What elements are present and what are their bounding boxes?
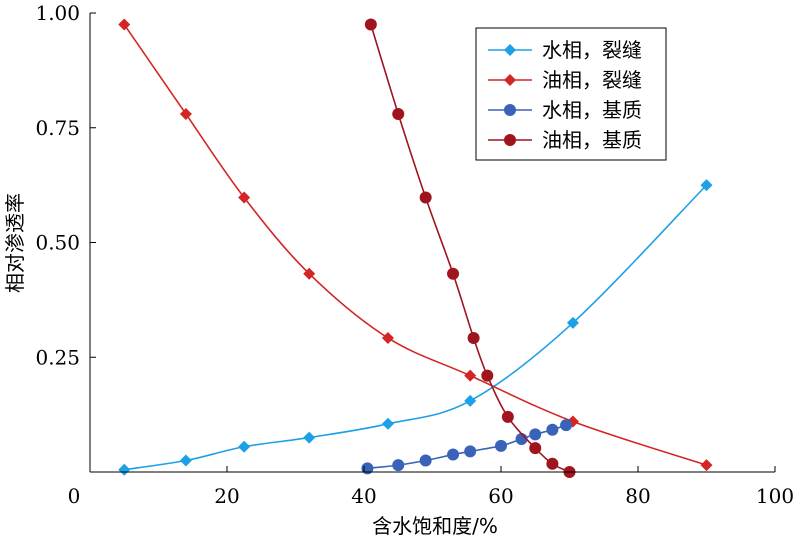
x-tick-label: 0: [68, 484, 81, 508]
data-point: [529, 442, 542, 455]
data-point: [447, 267, 460, 280]
series-3: [361, 419, 573, 475]
data-point: [560, 419, 573, 432]
x-axis-title: 含水饱和度/%: [372, 514, 498, 538]
x-tick-label: 40: [351, 484, 376, 508]
data-point: [179, 454, 192, 467]
y-tick-label: 0.25: [35, 345, 80, 369]
data-point: [392, 107, 405, 120]
legend-label: 水相，基质: [542, 98, 642, 122]
y-tick-label: 1.00: [35, 1, 80, 25]
data-point: [118, 18, 131, 31]
data-point: [381, 331, 394, 344]
data-point: [481, 369, 494, 382]
series-1: [118, 179, 713, 476]
legend-entry: 油相，基质: [488, 128, 642, 152]
legend-marker: [504, 134, 516, 146]
data-point: [419, 191, 432, 204]
data-point: [495, 439, 507, 452]
data-point: [700, 179, 713, 192]
y-tick-label: 0.75: [35, 116, 80, 140]
data-point: [303, 431, 316, 444]
y-axis-title: 相对渗透率: [3, 193, 27, 293]
axes: 0 20 40 60 80 100 0.25 0.50 0.75 1.00: [35, 1, 794, 508]
data-point: [467, 331, 480, 344]
series-line: [370, 24, 570, 473]
data-point: [179, 107, 192, 120]
data-point: [381, 417, 394, 430]
data-point: [419, 454, 432, 467]
data-point: [238, 440, 251, 453]
series-2: [118, 18, 713, 472]
data-point: [392, 459, 405, 472]
data-point: [361, 462, 374, 475]
data-point: [118, 463, 131, 476]
data-point: [501, 410, 514, 423]
legend-marker: [504, 74, 516, 86]
legend-label: 油相，裂缝: [542, 68, 642, 92]
x-tick-label: 60: [488, 484, 513, 508]
legend-label: 油相，基质: [542, 128, 642, 152]
data-point: [464, 369, 477, 382]
data-point: [238, 191, 251, 204]
data-point: [464, 445, 477, 458]
data-point: [364, 18, 377, 31]
x-tick-label: 100: [756, 484, 794, 508]
legend-marker: [504, 104, 516, 116]
x-tick-label: 20: [214, 484, 239, 508]
data-point: [303, 267, 316, 280]
legend-entry: 油相，裂缝: [488, 68, 642, 92]
legend-marker: [504, 44, 516, 56]
data-point: [546, 457, 559, 470]
x-tick-label: 80: [625, 484, 650, 508]
series-line: [367, 424, 567, 470]
data-point: [700, 459, 713, 472]
series-4: [364, 18, 576, 478]
data-point: [529, 428, 542, 441]
series-line: [124, 184, 708, 471]
legend-entry: 水相，基质: [488, 98, 642, 122]
legend-label: 水相，裂缝: [542, 38, 642, 62]
plot-area: [118, 18, 713, 478]
data-point: [447, 448, 460, 461]
data-point: [566, 316, 579, 329]
data-point: [464, 394, 477, 407]
legend-entry: 水相，裂缝: [488, 38, 642, 62]
data-point: [546, 423, 559, 436]
y-tick-label: 0.50: [35, 231, 80, 255]
